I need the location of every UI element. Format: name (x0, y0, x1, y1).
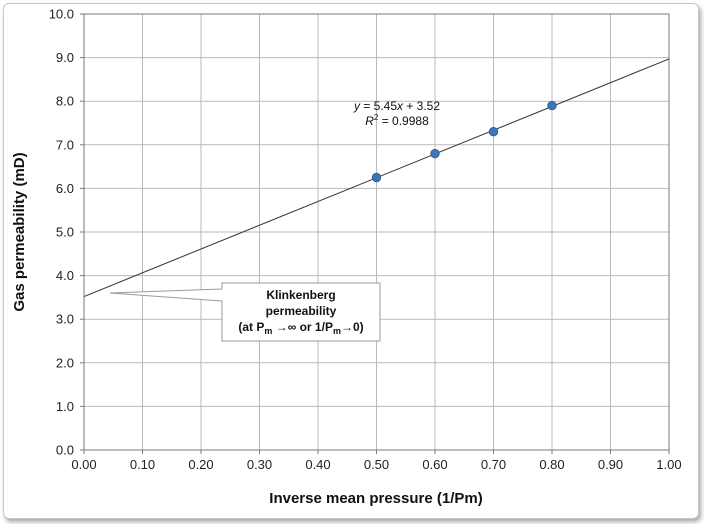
chart-frame (3, 3, 699, 519)
callout-line-2: permeability (266, 304, 337, 318)
data-points (371, 100, 557, 183)
x-tick-label: 0.30 (247, 457, 272, 472)
y-tick-label: 1.0 (56, 399, 74, 414)
plot-area-border (83, 13, 670, 451)
x-tick-labels: 0.00 0.10 0.20 0.30 0.40 0.50 0.60 0.70 0.80 0.90… (71, 457, 681, 472)
x-tick-label: 0.20 (188, 457, 213, 472)
data-point (430, 148, 440, 159)
x-tick-label: 0.10 (130, 457, 155, 472)
callout-line-1: Klinkenberg (266, 288, 335, 302)
y-axis-title: Gas permeability (mD) (11, 152, 28, 311)
x-tick-label: 0.90 (598, 457, 623, 472)
trend-equation: y = 5.45x + 3.52 (353, 99, 440, 113)
y-tick-label: 2.0 (56, 355, 74, 370)
y-tick-label: 4.0 (56, 268, 74, 283)
y-tick-label: 7.0 (56, 137, 74, 152)
callout-line-3: (at Pm →∞ or 1/Pm→0) (238, 320, 363, 336)
data-point (488, 127, 499, 137)
y-tick-label: 0.0 (56, 443, 74, 458)
x-axis-title: Inverse mean pressure (1/Pm) (269, 490, 482, 507)
y-tick-label: 9.0 (56, 50, 74, 65)
x-tick-label: 1.00 (656, 457, 681, 472)
x-tick-label: 0.40 (305, 457, 330, 472)
callout-box (109, 282, 381, 342)
data-point (371, 172, 382, 183)
grid (80, 13, 670, 454)
x-tick-label: 0.60 (422, 457, 447, 472)
y-tick-label: 10.0 (49, 7, 74, 22)
y-tick-label: 6.0 (56, 181, 74, 196)
x-tick-label: 0.50 (364, 457, 389, 472)
x-tick-label: 0.00 (71, 457, 96, 472)
data-point (547, 100, 557, 111)
y-tick-label: 5.0 (56, 225, 74, 240)
y-tick-label: 8.0 (56, 94, 74, 109)
y-tick-label: 3.0 (56, 312, 74, 327)
x-tick-label: 0.80 (539, 457, 564, 472)
r-squared: R2 = 0.9988 (365, 113, 429, 128)
x-tick-label: 0.70 (481, 457, 506, 472)
y-tick-labels: 0.0 1.0 2.0 3.0 4.0 5.0 6.0 7.0 8.0 9.0 10.0 (49, 7, 74, 458)
